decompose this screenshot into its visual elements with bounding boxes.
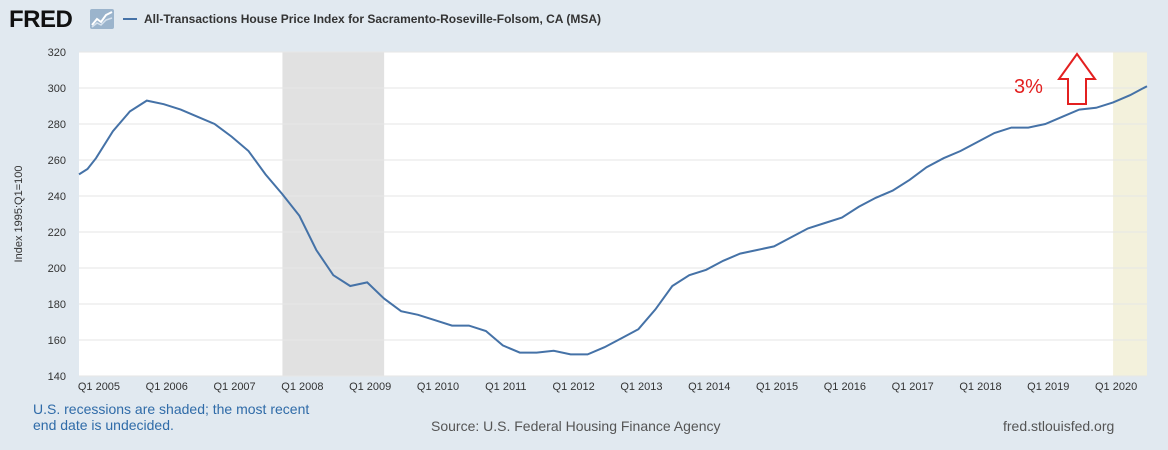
site-link[interactable]: fred.stlouisfed.org: [1003, 418, 1115, 434]
legend-series-label[interactable]: All-Transactions House Price Index for S…: [144, 12, 601, 26]
x-tick-label: Q1 2010: [417, 381, 459, 393]
y-tick-label: 200: [48, 263, 66, 275]
recession-note-line2: end date is undecided.: [33, 417, 174, 433]
x-tick-label: Q1 2006: [146, 381, 188, 393]
y-tick-label: 280: [48, 119, 66, 131]
x-tick-label: Q1 2020: [1095, 381, 1137, 393]
y-tick-label: 180: [48, 299, 66, 311]
plot-area: [79, 52, 1147, 376]
x-tick-label: Q1 2007: [213, 381, 255, 393]
x-tick-label: Q1 2015: [756, 381, 798, 393]
recession-band: [282, 52, 385, 376]
y-axis-label: Index 1995:Q1=100: [13, 166, 25, 263]
x-tick-label: Q1 2018: [959, 381, 1001, 393]
x-tick-label: Q1 2019: [1027, 381, 1069, 393]
x-tick-label: Q1 2008: [281, 381, 323, 393]
fred-logo[interactable]: FRED: [9, 6, 73, 33]
x-tick-label: Q1 2005: [78, 381, 120, 393]
annotation-3-percent: 3%: [1014, 52, 1097, 105]
y-tick-label: 220: [48, 227, 66, 239]
x-tick-label: Q1 2012: [553, 381, 595, 393]
y-tick-label: 300: [48, 83, 66, 95]
source-note: Source: U.S. Federal Housing Finance Age…: [431, 418, 721, 434]
y-tick-label: 140: [48, 371, 66, 383]
y-tick-label: 240: [48, 191, 66, 203]
recession-note-line1: U.S. recessions are shaded; the most rec…: [33, 401, 310, 417]
x-tick-label: Q1 2017: [892, 381, 934, 393]
annotation-text: 3%: [1014, 76, 1043, 98]
fred-graph-icon: [90, 9, 114, 29]
series-line: [78, 85, 1148, 356]
x-tick-label: Q1 2013: [620, 381, 662, 393]
legend-swatch: [123, 18, 137, 20]
y-tick-label: 160: [48, 335, 66, 347]
arrow-up-icon: [1057, 52, 1097, 105]
x-tick-label: Q1 2009: [349, 381, 391, 393]
x-tick-label: Q1 2016: [824, 381, 866, 393]
y-tick-label: 260: [48, 155, 66, 167]
y-tick-label: 320: [48, 47, 66, 59]
x-tick-label: Q1 2014: [688, 381, 730, 393]
recession-band: [1113, 52, 1147, 376]
chart-legend: All-Transactions House Price Index for S…: [123, 12, 601, 26]
recession-note: U.S. recessions are shaded; the most rec…: [33, 401, 333, 433]
x-tick-label: Q1 2011: [485, 381, 526, 393]
